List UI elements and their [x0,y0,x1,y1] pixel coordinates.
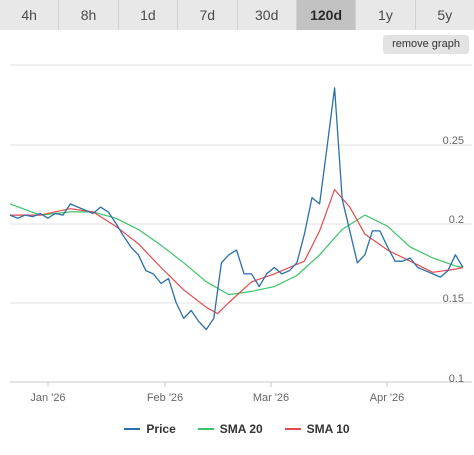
x-tick-label: Feb '26 [147,392,183,404]
legend-swatch-sma10 [284,428,301,430]
tab-1y[interactable]: 1y [356,0,416,30]
x-tick-label: Mar '26 [253,392,289,404]
legend-item-sma10[interactable]: SMA 10 [284,422,350,436]
legend-label-price: Price [146,422,176,436]
timeframe-tabs: 4h 8h 1d 7d 30d 120d 1y 5y [0,0,474,30]
legend-item-price[interactable]: Price [124,422,176,436]
remove-graph-button[interactable]: remove graph [383,35,469,54]
legend-swatch-price [124,428,141,430]
price-chart: 0.1 0.15 0.2 0.25 Jan '26 Feb '26 Mar '26 Apr '… [9,64,472,404]
tab-4h[interactable]: 4h [0,0,60,30]
tab-120d[interactable]: 120d [296,0,357,30]
sma10-series-line [10,189,464,315]
legend-label-sma10: SMA 10 [306,422,350,436]
y-tick-label: 0.25 [443,135,464,147]
tab-7d[interactable]: 7d [178,0,238,30]
price-series-line [9,87,464,331]
x-tick-label: Apr '26 [370,392,405,404]
y-tick-label: 0.1 [449,373,464,385]
x-tick-label: Jan '26 [30,392,65,404]
y-tick-label: 0.15 [443,293,464,305]
tab-1d[interactable]: 1d [118,0,179,30]
legend-label-sma20: SMA 20 [219,422,263,436]
legend-item-sma20[interactable]: SMA 20 [197,422,263,436]
tab-5y[interactable]: 5y [415,0,474,30]
chart-legend: Price SMA 20 SMA 10 [0,421,474,437]
sma20-series-line [9,203,464,296]
tab-8h[interactable]: 8h [59,0,119,30]
legend-swatch-sma20 [197,428,214,430]
tab-30d[interactable]: 30d [237,0,297,30]
y-tick-label: 0.2 [449,214,464,226]
